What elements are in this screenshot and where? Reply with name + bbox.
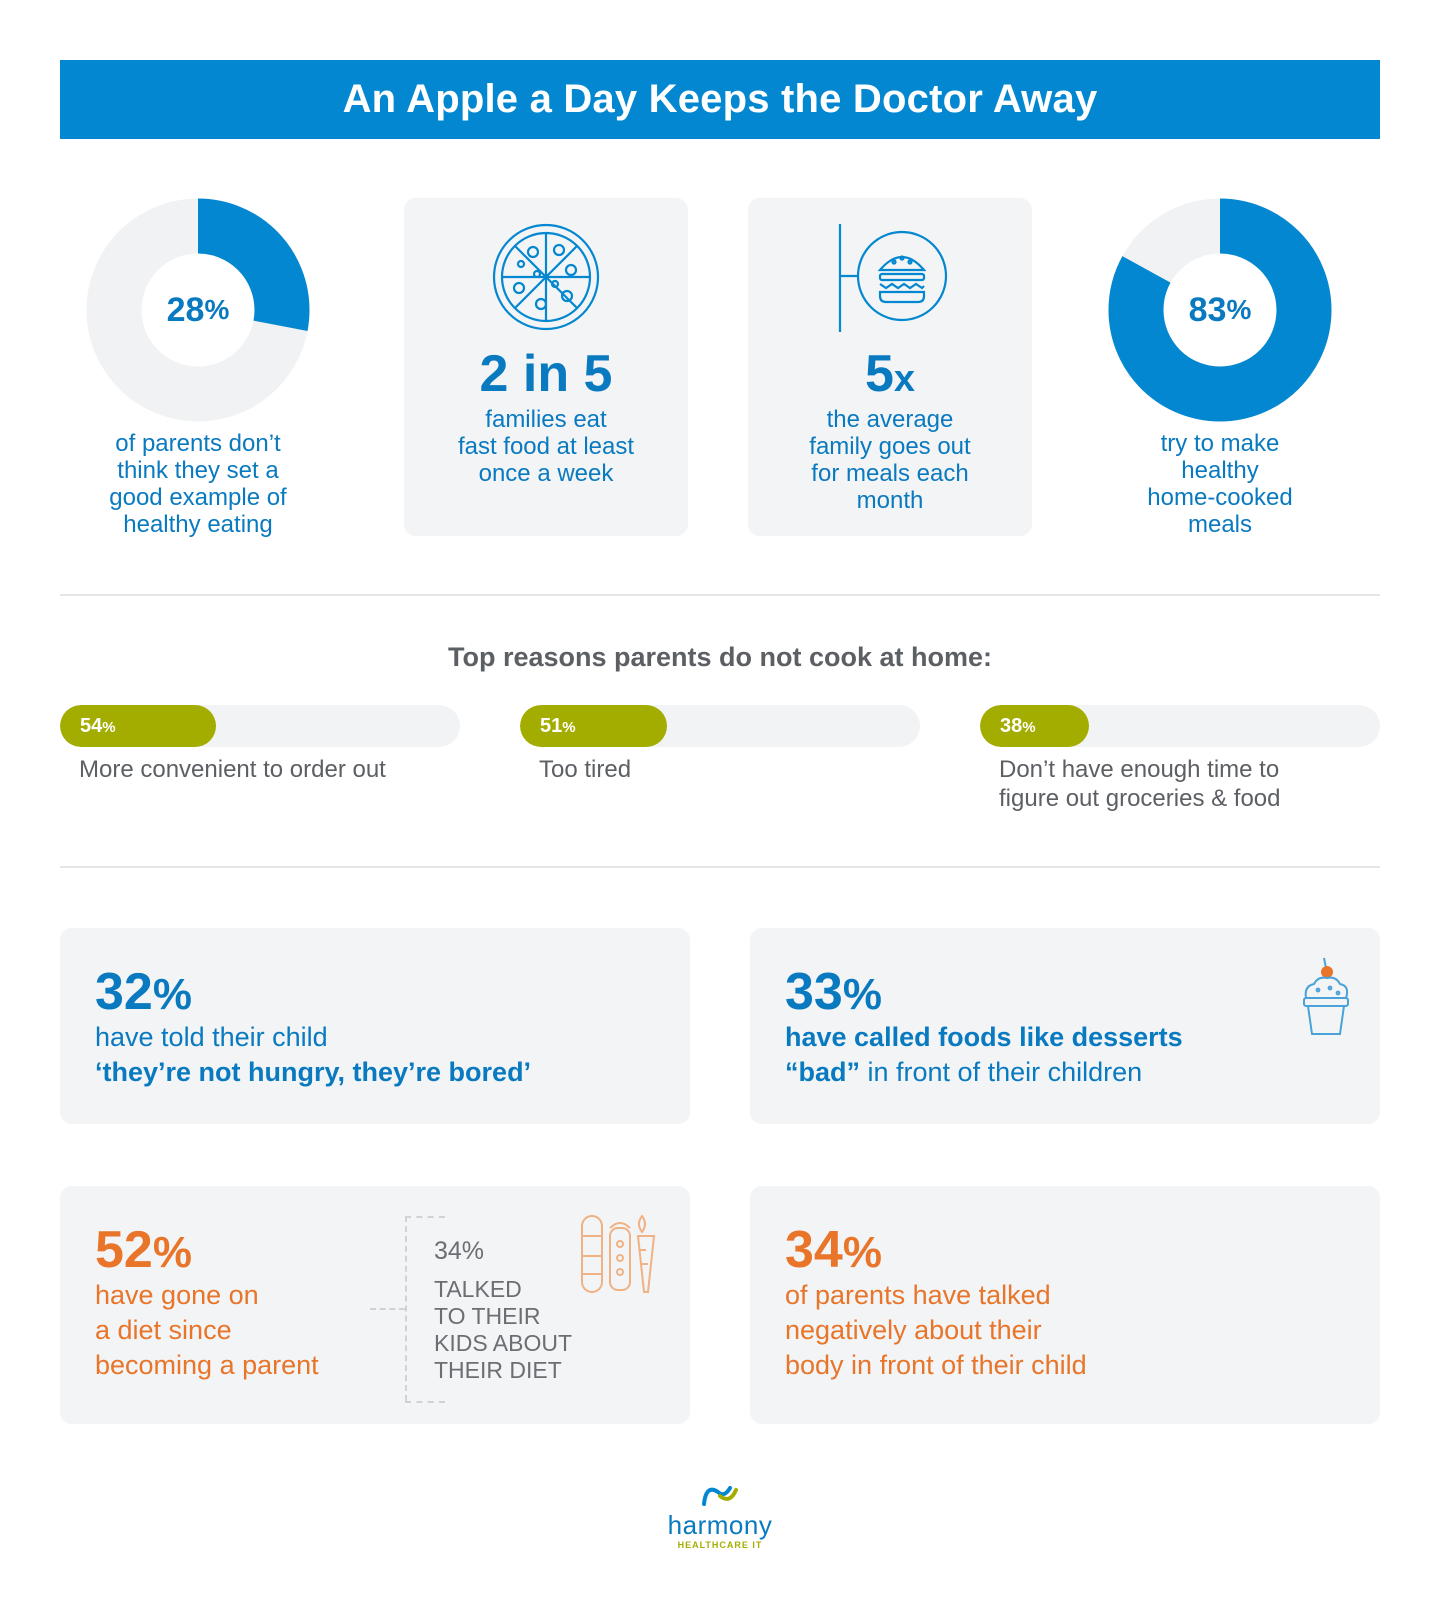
- progress-fill: 38%: [980, 705, 1089, 747]
- donut-chart-28: [86, 198, 310, 422]
- stat-meals-out: 5x the average family goes out for meals e…: [748, 198, 1032, 536]
- sub-stat-value: 34%: [434, 1237, 485, 1265]
- donut-chart-83: [1108, 198, 1332, 422]
- sub-stat-text: TALKED TO THEIR KIDS ABOUT THEIR DIET: [434, 1276, 573, 1383]
- dashed-connector: [405, 1216, 445, 1218]
- progress-fill: 51%: [520, 705, 667, 747]
- pizza-icon: [492, 223, 600, 331]
- donut-value: 83%: [1188, 290, 1252, 329]
- harmony-logo-icon: [702, 1486, 738, 1506]
- stat-description: of parents don’t think they set a good exa…: [109, 430, 287, 538]
- card-body-talk: 34% of parents have talked negatively abo…: [750, 1186, 1380, 1424]
- progress-track: 54%: [60, 705, 460, 747]
- logo-subtitle: HEALTHCARE IT: [677, 1540, 763, 1550]
- card-text: of parents have talked negatively about t…: [785, 1280, 1087, 1380]
- reason-label: More convenient to order out: [79, 756, 386, 783]
- stat-description: try to make healthy home-cooked meals: [1147, 430, 1293, 538]
- dashed-connector: [405, 1216, 407, 1401]
- reason-label: Too tired: [539, 756, 632, 783]
- donut-fill: [86, 198, 310, 422]
- card-diet: 52% have gone on a diet since becoming a p…: [60, 1186, 690, 1424]
- stat-home-cooked: 83% try to make healthy home-cooked meals: [1078, 198, 1362, 538]
- stat-description: the average family goes out for meals each…: [809, 406, 971, 514]
- card-desserts: 33% have called foods like desserts “bad…: [750, 928, 1380, 1124]
- fast-food-value: 2 in 5: [479, 345, 613, 403]
- harmony-logo: harmony HEALTHCARE IT: [620, 1480, 820, 1560]
- burger-sign-icon: [838, 224, 948, 332]
- vegetables-icon: [581, 1214, 656, 1293]
- donut-value: 28%: [166, 290, 230, 329]
- progress-track: 51%: [520, 705, 920, 747]
- progress-fill: 54%: [60, 705, 216, 747]
- stat-parents-example: 28% of parents don’t think they set a good…: [56, 198, 340, 538]
- card-value: 32%: [95, 963, 192, 1021]
- page-title: An Apple a Day Keeps the Doctor Away: [60, 60, 1380, 139]
- reason-label: Don’t have enough time to figure out groc…: [999, 756, 1281, 812]
- card-text: have gone on a diet since becoming a paren…: [95, 1280, 319, 1380]
- card-bored: 32% have told their child ‘they’re not h…: [60, 928, 690, 1124]
- section-divider: [60, 594, 1380, 596]
- cupcake-icon: [1303, 957, 1349, 1035]
- dashed-connector: [405, 1401, 445, 1403]
- progress-track: 38%: [980, 705, 1380, 747]
- card-value: 34%: [785, 1221, 882, 1279]
- stat-fast-food: 2 in 5 families eat fast food at least onc…: [404, 198, 688, 536]
- card-text: have called foods like desserts “bad” in…: [785, 1022, 1183, 1087]
- donut-fill: [1108, 198, 1332, 422]
- reasons-title: Top reasons parents do not cook at home:: [447, 642, 993, 672]
- section-divider: [60, 866, 1380, 868]
- dashed-connector: [370, 1308, 405, 1310]
- stat-description: families eat fast food at least once a wee…: [457, 406, 635, 487]
- logo-wordmark: harmony: [667, 1510, 773, 1540]
- card-value: 52%: [95, 1221, 192, 1279]
- card-value: 33%: [785, 963, 882, 1021]
- card-text: have told their child ‘they’re not hungr…: [95, 1022, 532, 1087]
- meals-out-value: 5x: [864, 345, 916, 403]
